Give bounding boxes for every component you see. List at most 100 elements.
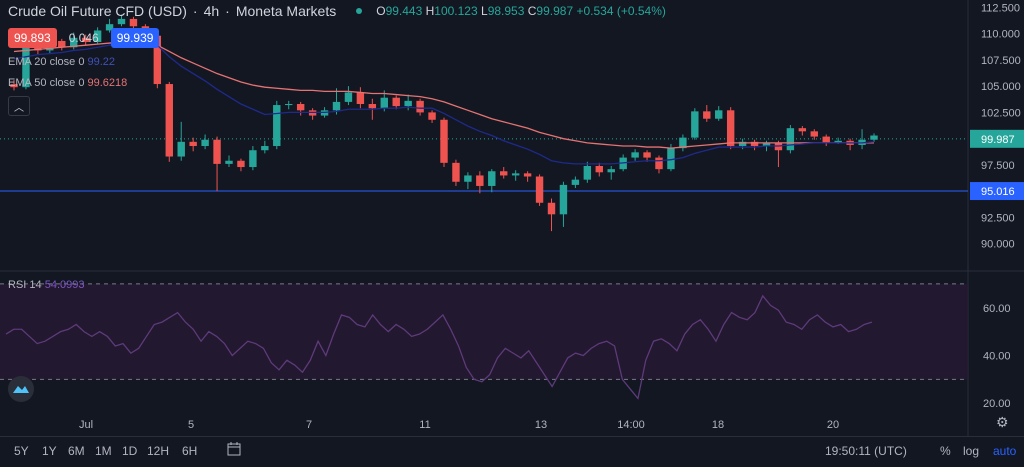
collapse-legend-button[interactable]: ︿ — [8, 96, 30, 116]
candle-body[interactable] — [22, 44, 30, 88]
candle-body[interactable] — [213, 139, 221, 164]
candle-body[interactable] — [93, 30, 102, 43]
candle-body[interactable] — [261, 146, 269, 151]
candle-body[interactable] — [726, 110, 735, 147]
x-tick-label: 7 — [306, 419, 312, 431]
candle-body[interactable] — [296, 104, 305, 111]
interval-label[interactable]: 4h — [203, 3, 220, 19]
candle-body[interactable] — [643, 152, 651, 158]
candle-body[interactable] — [822, 136, 830, 143]
candle-body[interactable] — [129, 18, 138, 27]
candle-body[interactable] — [691, 111, 699, 138]
candle-body[interactable] — [655, 157, 663, 170]
candle-body[interactable] — [523, 173, 532, 177]
x-tick-label: Jul — [79, 419, 93, 431]
spread-value: 0.046 — [68, 31, 99, 45]
timeframe-1d[interactable]: 1D — [122, 444, 138, 458]
ema50-label: EMA 50 close 0 — [8, 77, 85, 89]
timeframe-1m[interactable]: 1M — [95, 444, 112, 458]
candle-body[interactable] — [201, 139, 209, 147]
candle-body[interactable] — [428, 112, 436, 120]
candle-body[interactable] — [416, 100, 424, 113]
calendar-range-icon[interactable] — [226, 441, 242, 457]
candle-body[interactable] — [464, 175, 472, 182]
rsi-legend[interactable]: RSI 14 54.0993 — [8, 279, 84, 291]
candle-body[interactable] — [738, 141, 747, 147]
candle-body[interactable] — [715, 110, 723, 119]
candle-body[interactable] — [488, 171, 496, 186]
timeframe-6h[interactable]: 6H — [182, 444, 198, 458]
y-tick-label: 90.000 — [981, 239, 1015, 251]
y-tick-label: 110.000 — [981, 29, 1020, 41]
candle-body[interactable] — [870, 135, 878, 140]
candle-body[interactable] — [798, 128, 807, 132]
timeframe-12h[interactable]: 12H — [147, 444, 170, 458]
sell-button[interactable]: 99.893 — [8, 28, 57, 48]
candle-body[interactable] — [404, 100, 412, 107]
candle-body[interactable] — [70, 37, 78, 48]
candle-body[interactable] — [511, 173, 520, 176]
candle-body[interactable] — [762, 142, 771, 147]
percent-toggle[interactable]: % — [940, 444, 951, 458]
candle-body[interactable] — [703, 111, 711, 119]
tradingview-logo[interactable] — [8, 376, 34, 402]
candle-body[interactable] — [571, 179, 580, 185]
x-tick-label: 14:00 — [617, 419, 645, 431]
timeframe-1y[interactable]: 1Y — [42, 444, 57, 458]
x-tick-label: 18 — [712, 419, 724, 431]
candle-body[interactable] — [177, 141, 185, 157]
candle-body[interactable] — [786, 128, 795, 151]
candle-body[interactable] — [392, 97, 400, 107]
candle-body[interactable] — [631, 152, 639, 158]
buy-button[interactable]: 99.939 — [110, 28, 160, 48]
candle-body[interactable] — [10, 84, 18, 88]
timeframe-6m[interactable]: 6M — [68, 444, 85, 458]
candle-body[interactable] — [58, 40, 66, 48]
candle-body[interactable] — [440, 119, 448, 163]
candle-body[interactable] — [249, 150, 257, 168]
clock-time[interactable]: 19:50:11 (UTC) — [825, 444, 907, 458]
legend-header: Crude Oil Future CFD (USD) · 4h · Moneta… — [8, 3, 666, 19]
symbol-title[interactable]: Crude Oil Future CFD (USD) — [8, 3, 187, 19]
candle-body[interactable] — [559, 184, 568, 215]
candle-body[interactable] — [810, 131, 818, 137]
candle-body[interactable] — [165, 84, 173, 157]
logo-icon — [13, 386, 29, 393]
candle-body[interactable] — [535, 176, 544, 203]
candle-body[interactable] — [344, 92, 353, 102]
candle-body[interactable] — [476, 175, 484, 186]
candle-body[interactable] — [81, 37, 90, 43]
candle-body[interactable] — [667, 148, 675, 170]
timeframe-5y[interactable]: 5Y — [14, 444, 29, 458]
candle-body[interactable] — [237, 160, 245, 168]
candle-body[interactable] — [285, 104, 293, 106]
candle-body[interactable] — [356, 92, 365, 105]
candle-body[interactable] — [153, 35, 162, 85]
ema50-legend[interactable]: EMA 50 close 0 99.6218 — [8, 77, 127, 89]
candle-body[interactable] — [834, 140, 842, 143]
ema20-legend[interactable]: EMA 20 close 0 99.22 — [8, 56, 115, 68]
candle-body[interactable] — [547, 202, 556, 215]
candle-body[interactable] — [750, 141, 759, 147]
candle-body[interactable] — [679, 137, 687, 149]
candle-body[interactable] — [225, 160, 233, 164]
x-tick-label: 20 — [827, 419, 839, 431]
candle-body[interactable] — [583, 165, 592, 180]
candle-body[interactable] — [500, 171, 508, 176]
candle-body[interactable] — [595, 165, 603, 173]
y-tick-label: 97.500 — [981, 160, 1015, 172]
candle-body[interactable] — [368, 104, 377, 109]
gear-icon[interactable]: ⚙ — [996, 414, 1009, 430]
candle-body[interactable] — [332, 101, 341, 111]
rsi-line[interactable] — [5, 294, 873, 400]
log-toggle[interactable]: log — [963, 444, 980, 458]
candle-body[interactable] — [452, 162, 460, 182]
candle-body[interactable] — [273, 105, 281, 147]
candle-body[interactable] — [117, 18, 126, 25]
candle-body[interactable] — [607, 169, 615, 173]
candle-body[interactable] — [105, 24, 114, 31]
candle-body[interactable] — [189, 141, 197, 147]
candle-body[interactable] — [380, 97, 388, 109]
auto-toggle[interactable]: auto — [993, 444, 1017, 458]
